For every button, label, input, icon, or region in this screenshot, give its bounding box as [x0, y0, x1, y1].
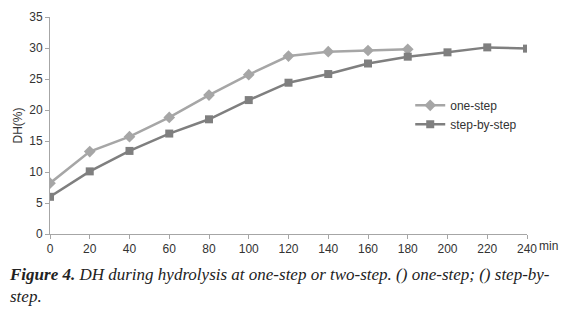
svg-text:200: 200 — [437, 242, 457, 256]
svg-text:120: 120 — [278, 242, 298, 256]
svg-text:220: 220 — [477, 242, 497, 256]
svg-text:min: min — [539, 239, 558, 253]
svg-text:step-by-step: step-by-step — [450, 118, 516, 132]
svg-text:15: 15 — [29, 134, 43, 148]
svg-text:35: 35 — [29, 10, 43, 24]
svg-text:180: 180 — [398, 242, 418, 256]
svg-text:240: 240 — [517, 242, 537, 256]
svg-text:5: 5 — [36, 196, 43, 210]
svg-text:60: 60 — [163, 242, 177, 256]
svg-text:0: 0 — [47, 242, 54, 256]
svg-text:25: 25 — [29, 72, 43, 86]
svg-text:100: 100 — [239, 242, 259, 256]
svg-text:40: 40 — [123, 242, 137, 256]
svg-text:140: 140 — [318, 242, 338, 256]
svg-text:0: 0 — [36, 227, 43, 241]
svg-text:one-step: one-step — [450, 99, 497, 113]
svg-text:80: 80 — [202, 242, 216, 256]
html-text:Figure 4. DH during hydrolysis: Figure 4. DH during hydrolysis at one-st… — [10, 265, 550, 306]
svg-text:DH(%): DH(%) — [11, 108, 25, 144]
svg-text:160: 160 — [358, 242, 378, 256]
svg-text:10: 10 — [29, 165, 43, 179]
svg-text:20: 20 — [29, 103, 43, 117]
svg-text:20: 20 — [83, 242, 97, 256]
svg-text:30: 30 — [29, 41, 43, 55]
